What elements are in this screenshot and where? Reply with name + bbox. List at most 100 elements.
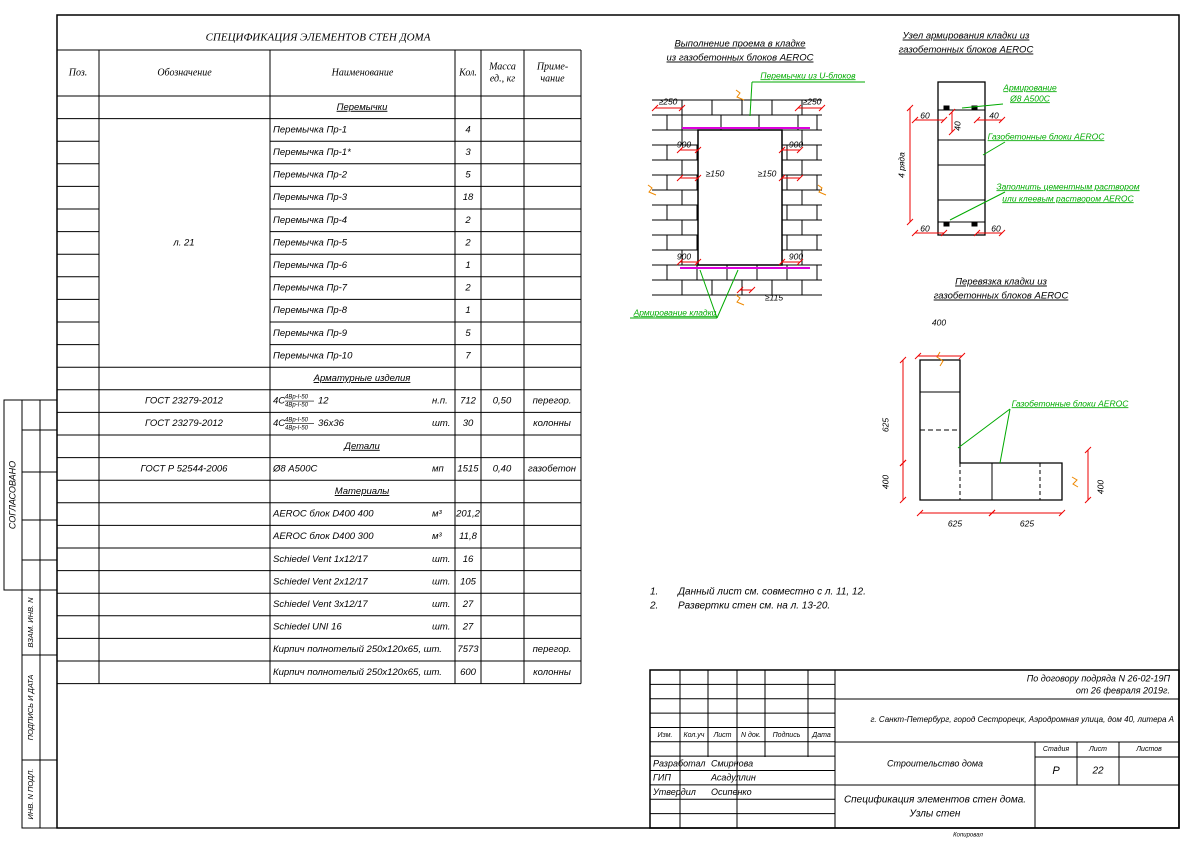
- column-header: Подпись: [773, 731, 801, 739]
- item-name: Перемычка Пр-1*: [273, 147, 351, 158]
- item-name: Перемычка Пр-8: [273, 305, 348, 316]
- unit: н.п.: [432, 396, 448, 407]
- item-name: Schiedel UNI 16: [273, 622, 342, 633]
- quantity: 27: [462, 622, 474, 633]
- unit: шт.: [432, 599, 450, 610]
- item-name: 4С: [273, 418, 285, 429]
- leader: [961, 103, 1004, 109]
- dimension-label: 4 ряда: [896, 152, 906, 178]
- break-mark: [936, 351, 944, 367]
- item-name: Schiedel Vent 1х12/17: [273, 554, 368, 565]
- dimension-label: 900: [677, 139, 691, 149]
- dimension-tick: [676, 258, 684, 266]
- dimension-label: 900: [677, 251, 691, 261]
- dimension-tick: [948, 108, 956, 116]
- dimension-label: ≥150: [758, 168, 777, 178]
- section-title: Детали: [343, 441, 380, 452]
- address: г. Санкт-Петербург, город Сестрорецк, Аэ…: [870, 715, 1174, 724]
- item-name: Перемычка Пр-6: [273, 260, 348, 271]
- sheet-title: Узлы стен: [909, 809, 961, 820]
- dimension-label: ≥250: [659, 96, 678, 106]
- stamp-label: ПОДПИСЬ И ДАТА: [26, 675, 35, 741]
- dimension-tick: [778, 174, 786, 182]
- dimension-label: 900: [789, 139, 803, 149]
- item-name: 4С: [273, 396, 285, 407]
- column-header: Кол.: [458, 67, 477, 78]
- contract: от 26 февраля 2019г.: [1076, 685, 1170, 695]
- opening: [697, 129, 783, 266]
- note: газобетон: [528, 463, 577, 474]
- item-name-end: 36х36: [318, 418, 345, 429]
- quantity: 7573: [457, 644, 479, 655]
- table-title: СПЕЦИФИКАЦИЯ ЭЛЕМЕНТОВ СТЕН ДОМА: [206, 32, 431, 44]
- signature-name: Осипенко: [711, 787, 752, 797]
- quantity: 11,8: [459, 531, 478, 542]
- stage-header: Лист: [1088, 746, 1107, 753]
- callout: или клеевым раствором AEROC: [1002, 193, 1134, 203]
- dimension-label: ≥150: [706, 168, 725, 178]
- quantity: 5: [465, 328, 471, 339]
- rebar: [943, 105, 950, 111]
- dimension-tick: [914, 352, 922, 360]
- note: колонны: [533, 667, 571, 678]
- column-header: Масса: [488, 61, 516, 72]
- dimension-tick: [958, 352, 966, 360]
- stage-header: Листов: [1135, 746, 1162, 753]
- dimension-label: 900: [789, 251, 803, 261]
- leader: [999, 408, 1011, 464]
- item-name: AEROC блок D400 300: [272, 531, 374, 542]
- dimension-tick: [906, 218, 914, 226]
- fraction-top: 4Вр-I-50: [285, 395, 309, 401]
- dimension-tick: [899, 356, 907, 364]
- note-number: 1.: [650, 587, 658, 598]
- copied: Копировал: [953, 833, 983, 839]
- item-name: Перемычка Пр-7: [273, 283, 348, 294]
- item-name-end: 12: [318, 396, 329, 407]
- item-name: Кирпич полнотелый 250х120х65, шт.: [273, 667, 442, 678]
- leader: [699, 269, 718, 319]
- quantity: 30: [463, 418, 474, 429]
- dimension-tick: [796, 258, 804, 266]
- dimension-tick: [973, 116, 981, 124]
- dimension-tick: [998, 229, 1006, 237]
- quantity: 2: [464, 237, 471, 248]
- section-title: Арматурные изделия: [313, 373, 411, 384]
- quantity: 3: [465, 147, 471, 158]
- signature-role: Утвердил: [652, 787, 696, 797]
- dimension-tick: [948, 128, 956, 136]
- fraction-top: 4Вр-I-50: [285, 417, 309, 423]
- item-name: Schiedel Vent 3х12/17: [273, 599, 368, 610]
- note: перегор.: [533, 644, 572, 655]
- block-column: [937, 81, 986, 236]
- dimension-tick: [676, 146, 684, 154]
- drawing-title: газобетонных блоков AEROC: [934, 291, 1069, 302]
- quantity: 2: [464, 215, 471, 226]
- signature-name: Асадуллин: [710, 773, 756, 783]
- note: перегор.: [533, 396, 572, 407]
- quantity: 1: [465, 260, 470, 271]
- dimension-label: ≥250: [803, 96, 822, 106]
- dimension-tick: [899, 496, 907, 504]
- quantity: 712: [460, 396, 477, 407]
- project: Строительство дома: [887, 758, 983, 768]
- quantity: 105: [460, 576, 477, 587]
- dimension-tick: [1084, 446, 1092, 454]
- unit: шт.: [432, 554, 450, 565]
- designation: ГОСТ 23279-2012: [145, 396, 224, 407]
- dimension-tick: [694, 146, 702, 154]
- quantity: 600: [460, 667, 477, 678]
- dimension-tick: [988, 509, 996, 517]
- callout: Перемычки из U-блоков: [760, 70, 856, 80]
- quantity: 4: [465, 124, 470, 135]
- dimension-label: 625: [1020, 518, 1034, 528]
- wall-outline: [919, 359, 1063, 501]
- dimension-label: 400: [932, 317, 946, 327]
- dimension-tick: [940, 229, 948, 237]
- dimension-tick: [973, 229, 981, 237]
- dimension-tick: [998, 116, 1006, 124]
- leader: [982, 141, 1006, 156]
- unit: шт.: [432, 418, 450, 429]
- dimension-tick: [796, 146, 804, 154]
- quantity: 201,2: [455, 509, 480, 520]
